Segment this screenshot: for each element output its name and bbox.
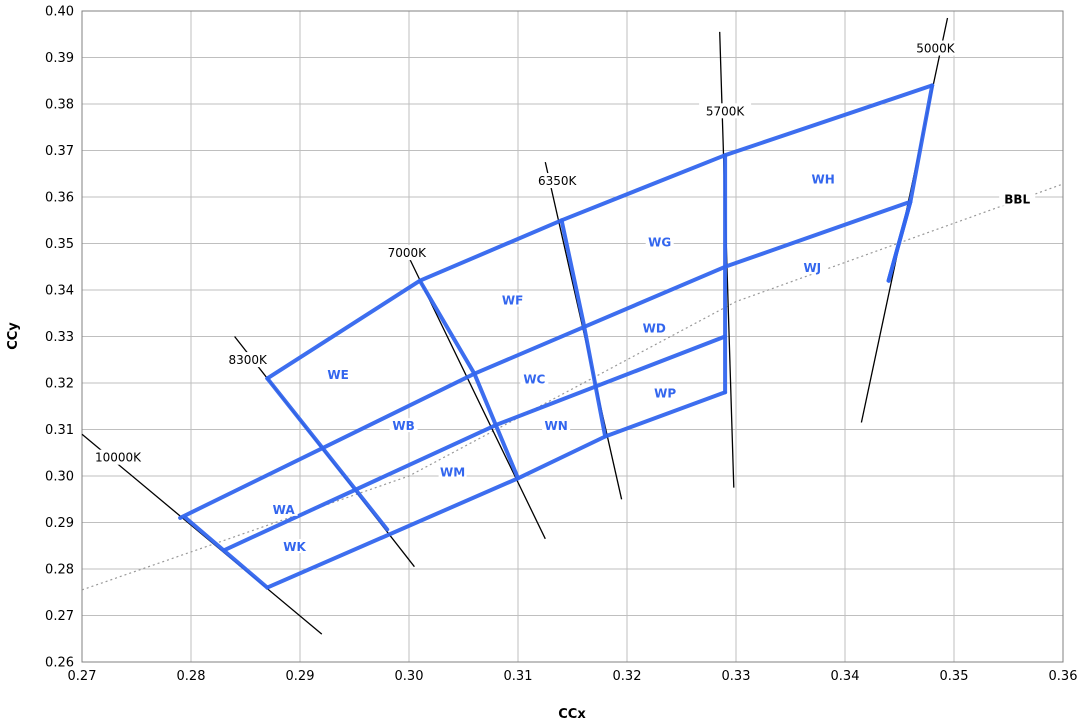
- bin-label-bg: [520, 371, 549, 386]
- bin-label-bg: [324, 367, 353, 382]
- bin-label-bg: [640, 320, 669, 335]
- x-axis-title: CCx: [558, 707, 586, 722]
- y-tick-label: 0.33: [45, 330, 74, 345]
- cct-label-bg: [531, 173, 584, 189]
- bin-label: WC: [523, 373, 545, 387]
- x-tick-label: 0.36: [1049, 669, 1078, 684]
- bin-label: WJ: [803, 261, 821, 275]
- bin-label: WG: [648, 236, 671, 250]
- x-tick-label: 0.28: [177, 669, 206, 684]
- bin-boundary-line: [265, 390, 728, 590]
- bin-label: WD: [643, 322, 666, 336]
- bin-label-bg: [269, 501, 298, 516]
- y-tick-label: 0.34: [45, 284, 74, 299]
- axis-ticks: 0.27 0.28 0.29 0.30 0.31 0.32 0.33 0.34 0.35 0.36…: [45, 5, 1077, 685]
- bin-label: WB: [392, 419, 414, 433]
- bin-boundary-line: [178, 199, 913, 520]
- cct-label: 5000K: [916, 42, 956, 56]
- x-tick-label: 0.31: [504, 669, 533, 684]
- cct-label: 6350K: [538, 174, 578, 188]
- cct-label-bg: [909, 40, 962, 56]
- y-tick-label: 0.27: [45, 609, 74, 624]
- cct-label: 8300K: [228, 353, 268, 367]
- bin-label: WP: [654, 387, 676, 401]
- y-tick-label: 0.40: [45, 5, 74, 20]
- cct-label-bg: [380, 245, 433, 261]
- x-tick-label: 0.27: [68, 669, 97, 684]
- bin-label-bg: [645, 234, 674, 249]
- y-tick-label: 0.32: [45, 377, 74, 392]
- bin-boundaries: [178, 83, 935, 590]
- y-tick-label: 0.36: [45, 191, 74, 206]
- bin-label: WE: [327, 368, 348, 382]
- x-tick-label: 0.32: [613, 669, 642, 684]
- bin-label: WM: [440, 466, 465, 480]
- y-tick-label: 0.39: [45, 51, 74, 66]
- bin-boundary-line: [417, 278, 520, 481]
- bin-boundary-line: [183, 515, 270, 590]
- cct-label-bg: [221, 352, 274, 368]
- y-tick-label: 0.38: [45, 98, 74, 113]
- x-tick-label: 0.33: [722, 669, 751, 684]
- bin-label-bg: [498, 292, 527, 307]
- cct-label: 5700K: [706, 104, 746, 118]
- bin-label-bg: [809, 171, 838, 186]
- bin-label-bg: [438, 464, 467, 479]
- bin-label-bg: [389, 418, 418, 433]
- bin-label: WN: [545, 419, 568, 433]
- y-tick-label: 0.28: [45, 563, 74, 578]
- bin-label: WH: [812, 173, 835, 187]
- bin-label-bg: [798, 260, 827, 275]
- y-tick-label: 0.26: [45, 656, 74, 671]
- chart-labels: 10000K 8300K 7000K 6350K 5700K 5000K WH WG WJ WF W…: [91, 40, 1036, 554]
- x-tick-label: 0.29: [286, 669, 315, 684]
- bin-label: WF: [502, 294, 523, 308]
- y-tick-label: 0.31: [45, 423, 74, 438]
- bin-boundary-line: [265, 376, 390, 532]
- x-tick-label: 0.34: [831, 669, 860, 684]
- bbl-label-bg: [999, 191, 1036, 206]
- bin-label-bg: [651, 385, 680, 400]
- x-tick-label: 0.35: [940, 669, 969, 684]
- bin-boundary-line: [559, 218, 608, 439]
- bin-label-bg: [542, 418, 571, 433]
- y-tick-label: 0.29: [45, 516, 74, 531]
- y-tick-label: 0.37: [45, 144, 74, 159]
- cct-label-bg: [699, 103, 752, 119]
- bin-boundary-line: [886, 199, 913, 283]
- bin-label-bg: [280, 539, 309, 554]
- cct-label: 7000K: [388, 246, 428, 260]
- y-tick-label: 0.30: [45, 470, 74, 485]
- y-axis-title: CCy: [6, 322, 21, 350]
- plot-border: [81, 10, 1064, 663]
- bin-label: WA: [273, 503, 296, 517]
- bbl-label: BBL: [1004, 193, 1030, 207]
- x-tick-label: 0.30: [395, 669, 424, 684]
- bin-label: WK: [283, 540, 306, 554]
- cct-label-bg: [91, 449, 144, 465]
- y-tick-label: 0.35: [45, 237, 74, 252]
- cct-label: 10000K: [95, 451, 142, 465]
